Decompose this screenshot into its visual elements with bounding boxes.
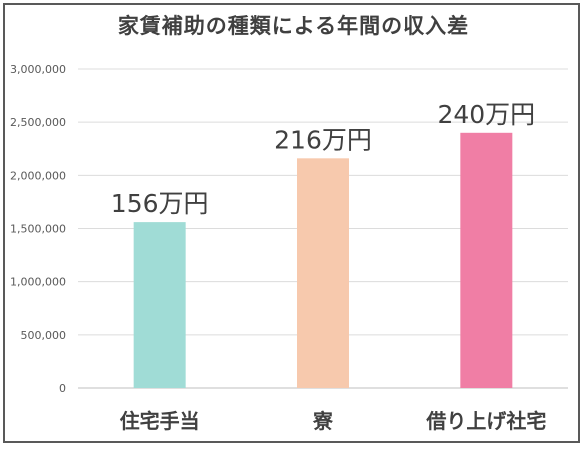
bar: [460, 132, 513, 388]
chart-title: 家賃補助の種類による年間の収入差: [117, 14, 470, 38]
y-tick-label: 500,000: [21, 329, 67, 342]
data-labels: 156万円 216万円 240万円: [111, 100, 535, 218]
category-label: 借り上げ社宅: [425, 409, 546, 433]
x-axis-category-labels: 住宅手当 寮 借り上げ社宅: [120, 409, 547, 433]
y-tick-label: 2,000,000: [10, 169, 66, 182]
y-tick-label: 0: [59, 382, 66, 395]
y-tick-label: 1,500,000: [10, 223, 66, 236]
data-label: 156万円: [111, 189, 209, 218]
y-tick-label: 2,500,000: [10, 116, 66, 129]
y-axis-tick-labels: 0 500,000 1,000,000 1,500,000 2,000,000 2,500…: [10, 63, 66, 395]
bar: [297, 158, 349, 388]
category-label: 住宅手当: [120, 409, 200, 433]
y-tick-label: 3,000,000: [10, 63, 66, 76]
data-label: 216万円: [274, 125, 372, 154]
bar: [133, 222, 186, 388]
data-label: 240万円: [437, 100, 535, 129]
bars: [133, 132, 513, 388]
y-tick-label: 1,000,000: [10, 276, 66, 289]
category-label: 寮: [312, 409, 334, 433]
